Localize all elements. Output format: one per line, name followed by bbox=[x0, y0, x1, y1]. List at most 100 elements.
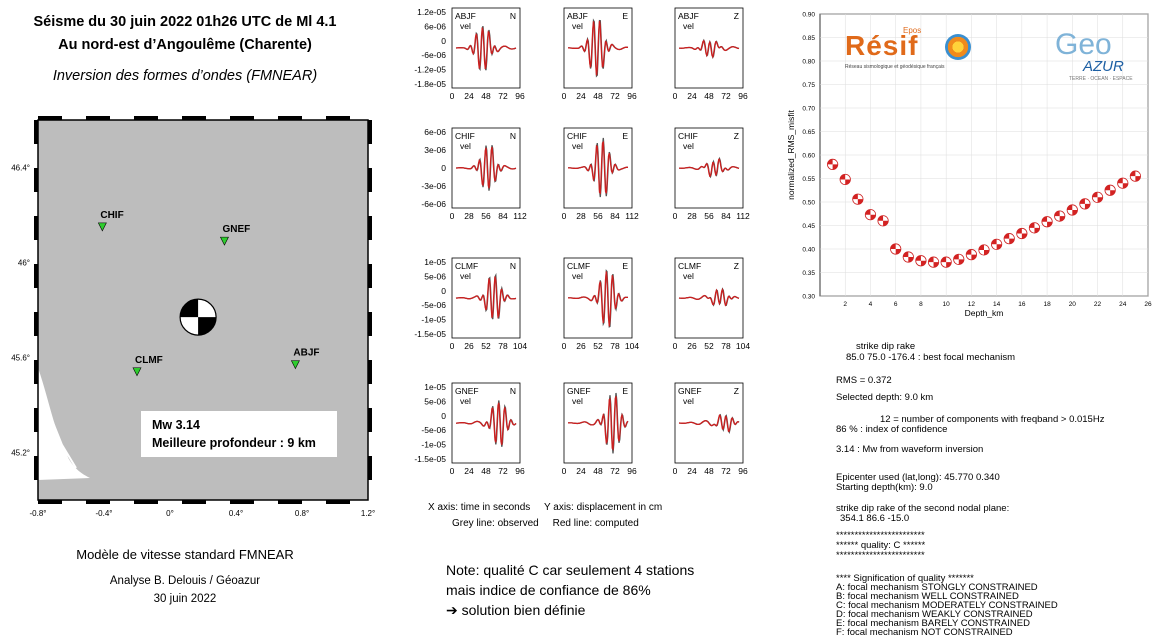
point-quadrant bbox=[978, 244, 984, 250]
station-label: ABJF bbox=[293, 348, 319, 359]
y-tick-label: 0.55 bbox=[802, 176, 815, 183]
mw-result: 3.14 : Mw from waveform inversion bbox=[836, 444, 984, 455]
panel-component-label: N bbox=[510, 131, 516, 141]
x-tick-label: 28 bbox=[464, 211, 474, 221]
resif-logo-sub: Réseau sismologique et géodésique frança… bbox=[845, 64, 945, 70]
focal-mechanism-point bbox=[940, 256, 952, 268]
focal-mechanism-point bbox=[1054, 210, 1066, 222]
x-tick-label: 96 bbox=[627, 466, 637, 476]
beachball-icon bbox=[179, 298, 217, 336]
frame-tick bbox=[368, 360, 372, 384]
quality-a: A: focal mechanism STONGLY CONSTRAINED bbox=[836, 582, 1038, 593]
line-note-grey: Grey line: observed bbox=[452, 518, 539, 529]
panel-station-label: CHIF bbox=[567, 131, 587, 141]
second-plane-header: strike dip rake of the second nodal plan… bbox=[836, 503, 1010, 514]
subtitle: Inversion des formes d’ondes (FMNEAR) bbox=[52, 68, 318, 84]
selected-depth: Selected depth: 9.0 km bbox=[836, 392, 934, 403]
point-quadrant bbox=[857, 199, 864, 205]
x-tick-label: 0 bbox=[673, 466, 678, 476]
note-line-1: Note: qualité C car seulement 4 stations bbox=[446, 562, 695, 578]
y-tick-label: 5e-06 bbox=[424, 396, 446, 406]
frame-tick bbox=[278, 116, 302, 120]
focal-mechanism-point bbox=[890, 243, 902, 255]
point-quadrant bbox=[832, 164, 838, 170]
x-tick-label: 48 bbox=[704, 466, 714, 476]
x-tick-label: 28 bbox=[576, 211, 586, 221]
x-tick-label: 20 bbox=[1069, 301, 1077, 308]
point-quadrant bbox=[1067, 204, 1073, 210]
panel-station-label: GNEF bbox=[567, 386, 591, 396]
focal-mechanism-point bbox=[927, 256, 940, 268]
x-tick-label: 0 bbox=[450, 211, 455, 221]
panel-vel-label: vel bbox=[460, 141, 471, 151]
frame-tick bbox=[34, 312, 38, 336]
title-line-1: Séisme du 30 juin 2022 01h26 UTC de Ml 4… bbox=[33, 14, 337, 30]
point-quadrant bbox=[852, 193, 858, 200]
y-tick-label: 1e-05 bbox=[424, 382, 446, 392]
panel-component-label: Z bbox=[734, 11, 739, 21]
point-quadrant bbox=[1034, 227, 1040, 234]
x-tick-label: 78 bbox=[498, 341, 508, 351]
point-quadrant bbox=[953, 254, 959, 260]
point-quadrant bbox=[883, 220, 889, 226]
x-tick-label: 96 bbox=[515, 91, 525, 101]
panel-vel-label: vel bbox=[683, 141, 694, 151]
x-tick-label: 0 bbox=[673, 91, 678, 101]
x-tick-label: 72 bbox=[498, 91, 508, 101]
panel-vel-label: vel bbox=[572, 271, 583, 281]
point-quadrant bbox=[1084, 203, 1091, 210]
x-tick-label: 104 bbox=[513, 341, 527, 351]
point-quadrant bbox=[1016, 228, 1022, 234]
panel-station-label: ABJF bbox=[455, 11, 476, 21]
station-marker-icon bbox=[97, 222, 107, 232]
x-tick-label: 10 bbox=[943, 301, 951, 308]
point-quadrant bbox=[991, 239, 997, 245]
stars-line-2: ************************ bbox=[836, 550, 925, 561]
panel-vel-label: vel bbox=[683, 21, 694, 31]
x-tick-label: 18 bbox=[1043, 301, 1051, 308]
y-tick-label: -6e-06 bbox=[421, 50, 446, 60]
focal-mechanism-point bbox=[902, 251, 914, 263]
x-tick-label: 48 bbox=[593, 91, 603, 101]
x-tick-label: 52 bbox=[481, 341, 491, 351]
point-quadrant bbox=[865, 209, 871, 215]
y-tick-label: 0.50 bbox=[802, 200, 815, 207]
x-tick-label: 56 bbox=[593, 211, 603, 221]
quality-b: B: focal mechanism WELL CONSTRAINED bbox=[836, 591, 1019, 602]
point-quadrant bbox=[845, 179, 851, 185]
frame-tick bbox=[34, 264, 38, 288]
point-quadrant bbox=[984, 249, 990, 256]
frame-tick bbox=[326, 116, 350, 120]
frame-tick bbox=[368, 264, 372, 288]
x-tick-label: 84 bbox=[610, 211, 620, 221]
best-mech-values: 85.0 75.0 -176.4 : best focal mechanism bbox=[846, 352, 1015, 363]
panel-station-label: CLMF bbox=[455, 261, 478, 271]
x-tick-label: 24 bbox=[576, 91, 586, 101]
frame-tick bbox=[278, 500, 302, 504]
x-axis-label: Depth_km bbox=[965, 308, 1004, 318]
lat-tick-label: 45.6° bbox=[11, 354, 30, 363]
x-tick-label: 52 bbox=[593, 341, 603, 351]
frame-tick bbox=[34, 360, 38, 384]
station-map: 46.4° 46° 45.6° 45.2° -0.8° -0.4° 0° 0.4° 0.8° 1.… bbox=[11, 116, 375, 518]
y-tick-label: -1.2e-05 bbox=[414, 65, 446, 75]
point-quadrant bbox=[827, 159, 833, 165]
panel-vel-label: vel bbox=[572, 396, 583, 406]
frame-tick bbox=[34, 456, 38, 480]
frame-tick bbox=[368, 456, 372, 480]
frame-tick bbox=[368, 120, 372, 144]
x-tick-label: 0 bbox=[562, 91, 567, 101]
station-label: GNEF bbox=[222, 224, 250, 235]
station-label: CHIF bbox=[100, 210, 123, 221]
y-tick-label: 0.45 bbox=[802, 223, 815, 230]
frame-tick bbox=[38, 116, 62, 120]
y-tick-label: 3e-06 bbox=[424, 145, 446, 155]
y-tick-label: -3e-06 bbox=[421, 181, 446, 191]
point-quadrant bbox=[933, 262, 939, 268]
focal-mechanism-point bbox=[991, 238, 1003, 250]
computed-trace bbox=[456, 146, 517, 189]
note-line-3: solution bien définie bbox=[461, 602, 586, 618]
panel-station-label: CLMF bbox=[678, 261, 701, 271]
